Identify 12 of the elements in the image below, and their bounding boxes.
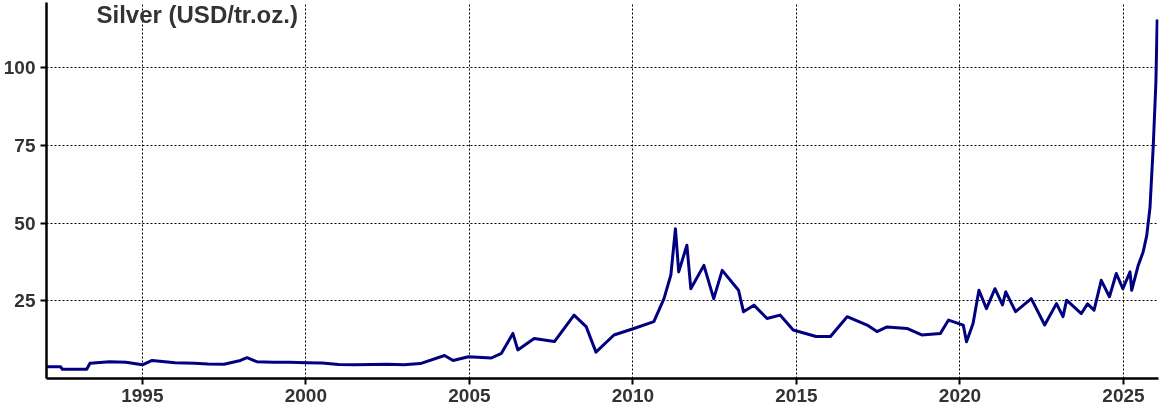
x-tick-label: 2005 xyxy=(448,384,491,406)
y-tick-label: 100 xyxy=(3,57,36,79)
x-tick-label: 2000 xyxy=(284,384,328,406)
x-tick-label: 1995 xyxy=(121,384,164,406)
x-tick-label: 2015 xyxy=(775,384,819,406)
x-tick-label: 2025 xyxy=(1102,384,1146,406)
y-tick-label: 25 xyxy=(14,290,36,312)
x-tick-label: 2010 xyxy=(611,384,655,406)
x-tick-label: 2020 xyxy=(938,384,982,406)
y-tick-label: 50 xyxy=(14,212,36,234)
chart-title: Silver (USD/tr.oz.) xyxy=(96,0,298,28)
y-tick-label: 75 xyxy=(14,134,36,156)
